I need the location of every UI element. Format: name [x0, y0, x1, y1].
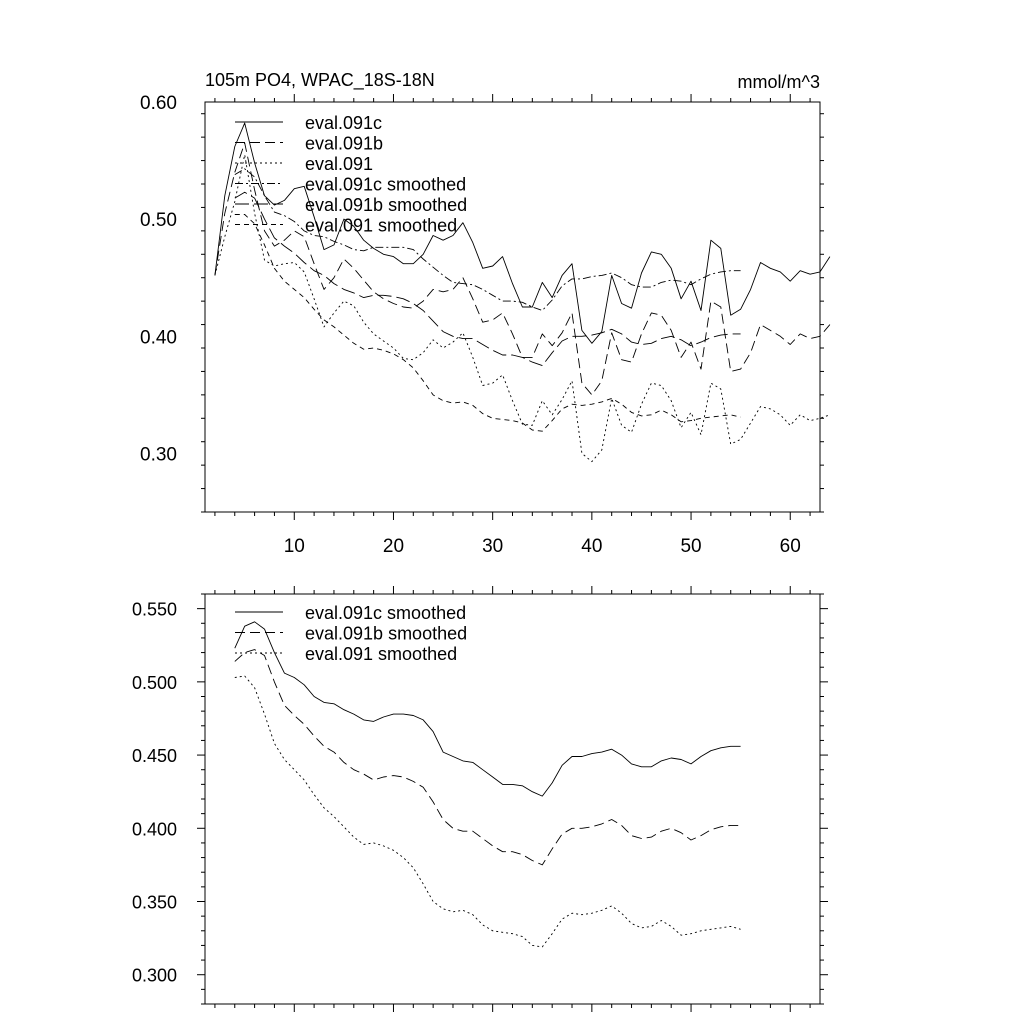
y-tick-label: 0.30 — [140, 444, 177, 465]
y-tick-label: 0.400 — [132, 819, 177, 839]
x-tick-label: 40 — [581, 536, 602, 557]
plot-frame — [204, 593, 821, 1005]
legend-label-1: eval.091c — [305, 113, 382, 133]
x-tick-label: 30 — [482, 536, 503, 557]
top-panel: 10 20 30 40 50 60 0.30 0.40 0.50 0.60 105m PO4, WP… — [140, 70, 831, 557]
series-line-2 — [234, 649, 741, 866]
legend-label-4: eval.091c smoothed — [305, 175, 466, 195]
y-tick-label: 0.50 — [140, 210, 177, 231]
y-tick-label: 0.60 — [140, 93, 177, 114]
plot-frame — [204, 101, 821, 513]
legend-label-3: eval.091 smoothed — [305, 644, 457, 664]
legend-label-2: eval.091b smoothed — [305, 624, 467, 644]
x-tick-label: 20 — [383, 536, 404, 557]
y-tick-label: 0.300 — [132, 966, 177, 986]
y-tick-label: 0.500 — [132, 673, 177, 693]
y-tick-label: 0.450 — [132, 746, 177, 766]
series-line-4 — [234, 168, 741, 311]
x-tick-label: 50 — [680, 536, 701, 557]
bottom-panel: 0.300 0.350 0.400 0.450 0.500 0.550 eval.091c … — [132, 586, 828, 1012]
y-tick-label: 0.350 — [132, 893, 177, 913]
legend-label-6: eval.091 smoothed — [305, 216, 457, 236]
legend-label-3: eval.091 — [305, 154, 373, 174]
chart-title: 105m PO4, WPAC_18S-18N — [205, 70, 435, 91]
series-line-5 — [234, 191, 741, 367]
y-tick-label: 0.550 — [132, 600, 177, 620]
y-tick-label: 0.40 — [140, 327, 177, 348]
legend-label-1: eval.091c smoothed — [305, 603, 466, 623]
series-line-1 — [234, 621, 741, 797]
x-tick-label: 10 — [284, 536, 305, 557]
x-tick-label: 60 — [780, 536, 801, 557]
series-line-6 — [234, 214, 741, 432]
series-line-1 — [214, 122, 831, 344]
series-line-3 — [234, 675, 741, 948]
legend-label-2: eval.091b — [305, 134, 383, 154]
units-label: mmol/m^3 — [738, 72, 820, 92]
series-line-3 — [214, 154, 831, 463]
legend-label-5: eval.091b smoothed — [305, 195, 467, 215]
